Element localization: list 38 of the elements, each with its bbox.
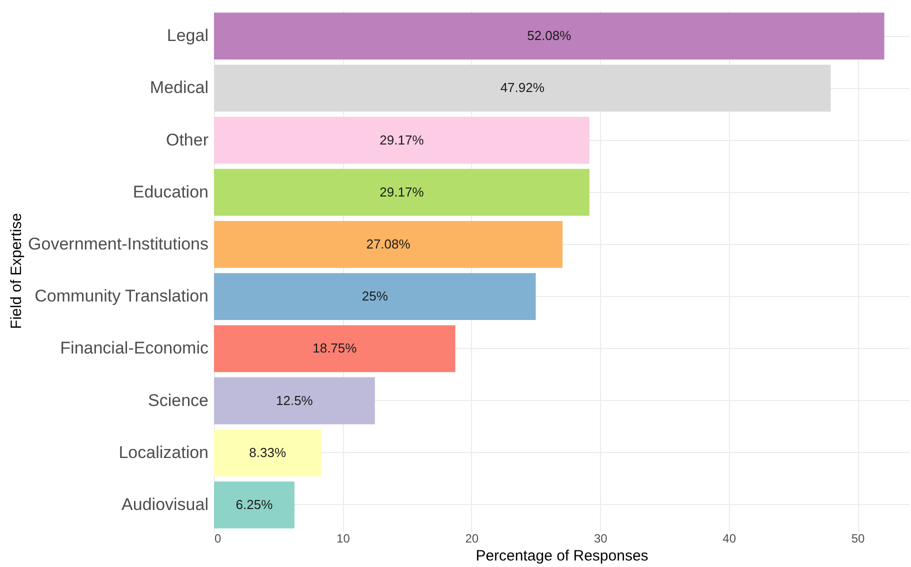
- y-tick-label: Science: [148, 390, 208, 410]
- data-label: 6.25%: [236, 496, 274, 512]
- y-tick-label: Financial-Economic: [60, 338, 209, 358]
- x-tick-label: 40: [722, 532, 736, 546]
- data-label: 8.33%: [249, 444, 286, 460]
- x-tick-label: 0: [214, 532, 222, 546]
- y-tick-label: Education: [132, 182, 208, 202]
- data-label: 29.17%: [380, 132, 424, 148]
- y-tick-label: Legal: [166, 26, 208, 46]
- bar: [214, 221, 563, 268]
- bar: [214, 482, 294, 528]
- y-tick-label: Audiovisual: [122, 494, 208, 514]
- y-axis-title: Field of Expertise: [8, 213, 26, 329]
- y-tick-label: Community Translation: [34, 286, 208, 306]
- bar: [214, 273, 536, 320]
- data-label: 52.08%: [527, 28, 572, 44]
- x-tick-label: 30: [594, 532, 608, 546]
- bar: [214, 168, 590, 216]
- x-tick-label: 10: [336, 532, 350, 546]
- bar: [214, 64, 831, 112]
- y-tick-label: Other: [166, 130, 209, 150]
- y-tick-label: Medical: [150, 78, 208, 98]
- x-tick-label: 50: [851, 532, 866, 546]
- bar: [214, 377, 375, 424]
- data-label: 27.08%: [366, 236, 411, 252]
- y-tick-label: Government-Institutions: [28, 234, 208, 254]
- data-label: 47.92%: [500, 80, 545, 96]
- bar: [214, 12, 884, 60]
- data-label: 29.17%: [380, 184, 424, 200]
- data-label: 25%: [362, 288, 388, 304]
- x-axis-title: Percentage of Responses: [476, 548, 648, 564]
- y-tick-label: Localization: [118, 442, 208, 462]
- data-label: 18.75%: [312, 340, 358, 356]
- x-tick-label: 20: [465, 532, 479, 546]
- bar: [214, 325, 456, 372]
- data-label: 12.5%: [276, 392, 314, 408]
- bar: [214, 429, 322, 476]
- bar: [214, 116, 590, 164]
